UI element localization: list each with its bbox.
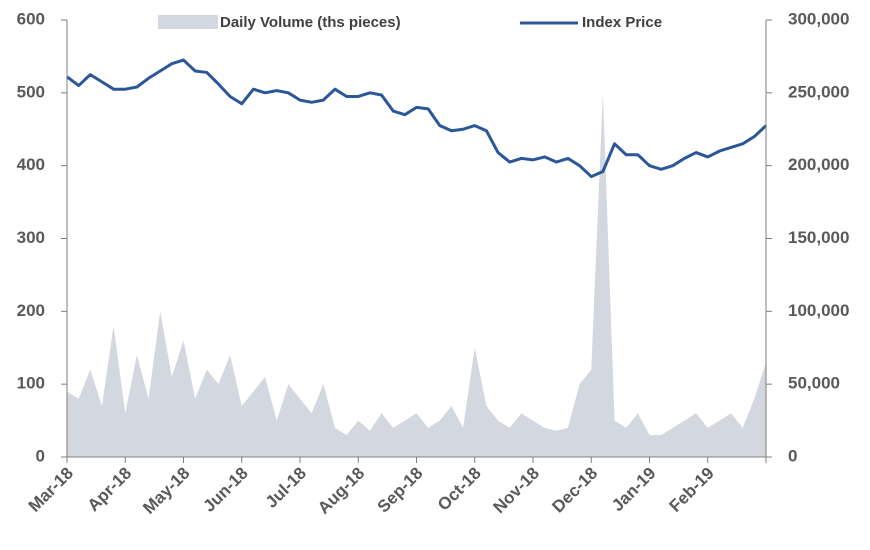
x-tick-label: Aug-18 [314,464,368,518]
y2-tick-label: 100,000 [788,301,849,320]
y-tick-label: 0 [36,446,45,465]
x-tick-label: Nov-18 [489,464,543,518]
y2-tick-label: 50,000 [788,374,840,393]
legend-label: Daily Volume (ths pieces) [220,14,401,31]
x-tick-label: Jul-18 [262,464,310,512]
x-tick-label: Jun-18 [200,464,252,516]
volume-area [67,92,766,457]
legend-label: Index Price [582,14,662,31]
y2-tick-label: 0 [788,446,797,465]
x-tick-label: Dec-18 [548,464,601,517]
y2-tick-label: 200,000 [788,155,849,174]
x-tick-label: Mar-18 [25,464,77,516]
y-tick-label: 600 [17,9,45,28]
y-tick-label: 300 [17,228,45,247]
y2-tick-label: 150,000 [788,228,849,247]
x-tick-label: Jan-19 [608,464,660,516]
price-line [66,58,768,179]
x-tick-label: Sep-18 [374,464,427,517]
y-tick-label: 500 [17,82,45,101]
y-tick-label: 100 [17,374,45,393]
y2-tick-label: 250,000 [788,82,849,101]
x-tick-label: Oct-18 [434,464,485,515]
y-tick-label: 400 [17,155,45,174]
x-tick-label: Apr-18 [84,464,136,516]
x-tick-label: May-18 [139,464,193,518]
y2-tick-label: 300,000 [788,9,849,28]
y-tick-label: 200 [17,301,45,320]
x-tick-label: Feb-19 [666,464,718,516]
legend-swatch [158,15,218,29]
